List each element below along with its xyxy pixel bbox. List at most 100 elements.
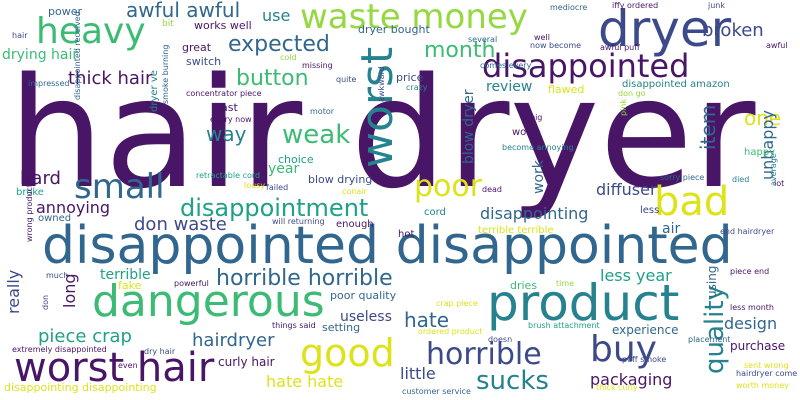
word-setting: setting [322,321,361,334]
word-use: use [262,6,291,25]
word-flawed: flawed [548,83,585,96]
word-worst-hair: worst hair [14,345,215,391]
word-button: button [236,66,309,91]
word-dryer-bought: dryer bought [358,23,430,36]
word-comes-every: comes every [480,61,532,70]
word-switch: switch [186,55,222,68]
word-thick-curly: thick curly [596,383,638,392]
word-iffy-ordered: iffy ordered [612,1,659,10]
word-mediocre: mediocre [550,3,588,12]
word-well: well [534,33,550,42]
word-end-hairdryer: end hairdryer [720,227,775,236]
word-disappointing: disappointing [480,204,589,223]
word-puff-smoke: puff smoke [622,355,667,364]
word-terrible: terrible [100,267,151,283]
word-cold: cold [280,53,297,62]
word-ordered-product: ordered product [418,327,483,336]
word-disappointed-disappointed: disappointed disappointed [42,216,733,276]
word-less-year: less year [600,266,672,285]
word-awful-puff: awful puff [600,43,640,52]
word-heavy: heavy [36,11,146,52]
word-piece-crap: piece crap [38,326,132,347]
word-less: less [640,205,660,216]
word-useless: useless [340,309,392,325]
word-review: review [486,79,533,95]
word-awkward: awkward [377,66,386,102]
word-weak: weak [282,120,351,150]
word-blow-dryer: blow dryer [461,89,477,164]
word-disappointed-amazon: disappointed amazon [622,79,730,90]
word-powerful: powerful [174,279,209,288]
word-owned: owned [38,213,72,224]
word-big: big [530,113,543,122]
word-junk: junk [708,1,725,10]
word-disappointed-received: disappointed received [73,11,82,100]
word-awful: awful [766,41,788,50]
word-don-go: don go [618,89,646,98]
word-sent-wrong: sent wrong [744,361,789,370]
word-dryer: dryer [598,0,732,58]
word-hairdryer: hairdryer [192,330,275,351]
word-retractable-cord: retractable cord [196,171,261,180]
word-thick-hair: thick hair [68,68,153,89]
word-cord: cord [424,207,446,218]
word-waste-money: waste money [300,0,528,37]
word-hairdryer-come: hairdryer come [736,369,798,378]
word-average: average [769,153,778,186]
word-hair-dryer: hair dryer [8,45,756,222]
word-extremely-disappointed: extremely disappointed [12,345,107,354]
word-air: air [662,221,681,237]
word-bit: bit [162,19,174,29]
word-hate-hate: hate hate [266,372,344,391]
word-every-now: every now [210,115,252,124]
word-placement: placement [688,335,731,344]
word-dangerous: dangerous [92,276,325,327]
word-failed: failed [266,183,289,192]
word-little: little [400,364,436,383]
word-hair: hair [12,31,28,40]
word-less-month: less month [730,303,774,312]
word-crazy: crazy [406,83,428,92]
word-awful-awful: awful awful [126,0,241,22]
word-crap-piece: crap piece [436,299,478,308]
word-pink: pink [619,98,628,116]
word-conair: conair [342,187,367,196]
word-one: one [744,106,782,130]
word-now-become: now become [530,41,582,50]
word-lot: lot [774,179,785,188]
word-piece-end: piece end [730,267,770,276]
word-dry-hair: dry hair [144,347,176,356]
word-experience: experience [612,323,679,337]
word-disappointing-disappointing: disappointing disappointing [4,381,157,394]
word-really: really [4,269,23,314]
word-much: much [46,271,69,280]
word-annoying: annoying [36,198,111,217]
word-several: several [468,35,498,44]
word-price: price [396,71,424,84]
word-impressed: impressed [28,79,70,88]
word-diffuser: diffuser [596,180,657,199]
word-broken: broken [702,20,764,41]
word-works-well: works well [194,19,252,32]
word-month: month [424,38,496,63]
word-brush-attachment: brush attachment [528,321,600,330]
word-drying-hair: drying hair [2,47,79,63]
word-year: year [268,161,300,177]
word-don: don [41,294,50,310]
word-bad: bad [654,179,730,225]
word-become-annoying: become annoying [502,143,574,152]
word-motor: motor [310,107,335,116]
word-poor-quality: poor quality [330,289,397,302]
word-great: great [182,41,212,54]
word-lousy: lousy [244,181,266,190]
word-worst: worst [352,46,403,168]
word-buy: buy [590,329,657,370]
word-choice: choice [278,153,314,166]
word-good: good [300,331,395,375]
word-don-waste: don waste [134,214,227,235]
word-smoke-burning: smoke burning [161,44,170,104]
word-product: product [487,274,680,332]
word-disappointed: disappointed [482,47,690,85]
word-enough: enough [336,219,374,230]
